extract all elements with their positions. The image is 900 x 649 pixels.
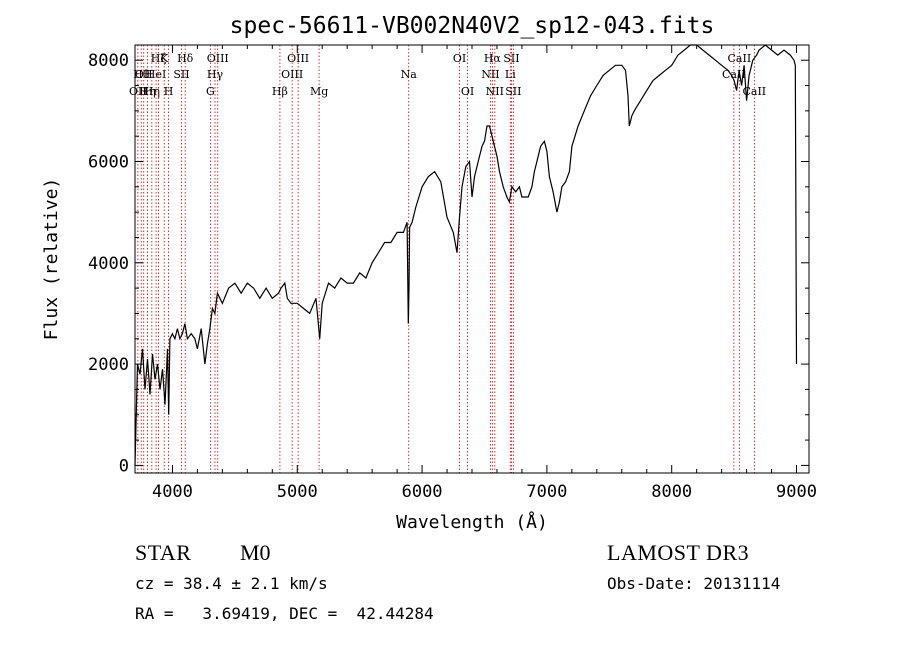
chart-title: spec-56611-VB002N40V2_sp12-043.fits	[230, 13, 715, 39]
marker-label-18: Na	[401, 68, 418, 81]
y-tick-label-4: 8000	[88, 51, 129, 71]
marker-label-6: Hζ	[151, 52, 167, 65]
marker-label-2: OII	[135, 68, 153, 81]
marker-label-13: OIII	[207, 52, 229, 65]
observation-date: Obs-Date: 20131114	[607, 574, 781, 593]
x-tick-label-1: 5000	[277, 482, 318, 502]
y-axis-label: Flux (relative)	[41, 178, 62, 341]
object-class: STAR	[135, 540, 192, 565]
marker-label-26: SII	[505, 85, 521, 98]
marker-label-21: NII	[481, 68, 499, 81]
marker-label-12: Hγ	[207, 68, 224, 81]
object-subclass: M0	[240, 540, 271, 565]
marker-label-8: H	[164, 85, 174, 98]
x-tick-label-3: 7000	[526, 482, 567, 502]
x-tick-label-2: 6000	[402, 482, 443, 502]
survey-name: LAMOST DR3	[607, 540, 750, 565]
marker-label-5: HeI	[146, 68, 166, 81]
redshift-cz: cz = 38.4 ± 2.1 km/s	[135, 574, 328, 593]
spectrum-line	[134, 44, 798, 466]
marker-label-19: OI	[453, 52, 466, 65]
x-axis-label: Wavelength (Å)	[396, 511, 548, 533]
marker-label-1: Hθ	[133, 68, 150, 81]
marker-label-23: NII	[486, 85, 504, 98]
marker-label-17: Mg	[310, 85, 328, 98]
x-tick-label-4: 8000	[651, 482, 692, 502]
marker-label-25: SII	[503, 52, 519, 65]
x-tick-label-0: 4000	[152, 482, 193, 502]
marker-label-22: Hα	[484, 52, 502, 65]
marker-label-11: G	[206, 85, 215, 98]
marker-label-0: OII	[129, 85, 147, 98]
marker-label-28: CaII	[728, 52, 752, 65]
marker-label-9: SII	[173, 68, 189, 81]
marker-label-7: K	[160, 52, 169, 65]
ra-dec-coordinates: RA = 3.69419, DEC = 42.44284	[135, 604, 434, 623]
marker-label-4: Hη	[144, 85, 160, 98]
axes: 4000 5000 6000 7000 8000 9000 0 2000 4000 6000 800…	[88, 45, 817, 502]
y-tick-label-2: 4000	[88, 254, 129, 274]
marker-label-16: OIII	[287, 52, 309, 65]
marker-label-10: Hδ	[177, 52, 194, 65]
y-tick-label-3: 6000	[88, 152, 129, 172]
plot-frame	[134, 44, 810, 474]
marker-label-20: OI	[461, 85, 474, 98]
spectral-line-markers: OIIHθOIIHηHηHeIHζKHSIIHδGHγOIIIHβOIIIOII…	[129, 45, 766, 473]
marker-label-15: OIII	[281, 68, 303, 81]
marker-label-14: Hβ	[272, 85, 288, 98]
y-tick-label-0: 0	[119, 456, 129, 476]
marker-label-24: Li	[505, 68, 516, 81]
y-tick-label-1: 2000	[88, 355, 129, 375]
x-tick-label-5: 9000	[776, 482, 817, 502]
